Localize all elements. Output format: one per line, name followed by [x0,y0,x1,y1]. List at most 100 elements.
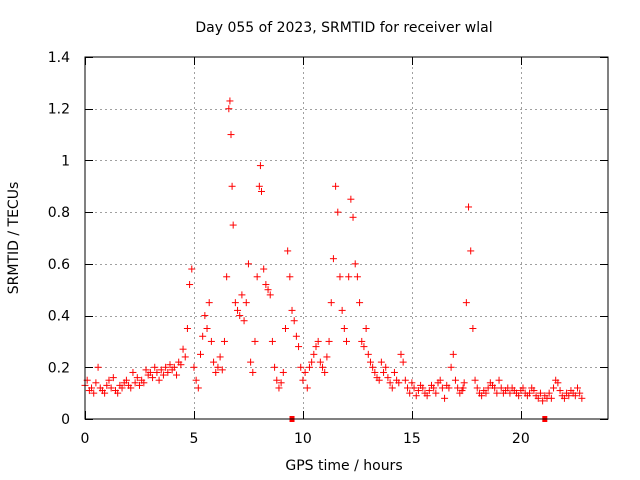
x-tick-label: 5 [189,431,198,447]
data-point [227,131,235,139]
data-point [530,387,538,395]
data-point [238,291,246,299]
data-point [316,358,324,366]
data-point [445,384,453,392]
data-point [308,358,316,366]
data-point [218,366,226,374]
data-point [205,299,213,307]
data-point [149,374,157,382]
data-point [181,353,189,361]
data-point [297,363,305,371]
data-point [194,384,202,392]
data-point [162,363,170,371]
data-point [131,379,139,387]
data-point [295,343,303,351]
data-point [526,389,534,397]
data-point [240,317,248,325]
chart-title: Day 055 of 2023, SRMTID for receiver wla… [195,20,492,36]
data-point [196,350,204,358]
data-point [190,363,198,371]
data-point [536,389,544,397]
data-point [345,273,353,281]
data-point [401,376,409,384]
data-point [473,384,481,392]
data-point [395,379,403,387]
data-point [179,345,187,353]
data-point [266,291,274,299]
y-axis-label: SRMTID / TECUs [6,182,22,295]
data-point [231,299,239,307]
data-point [133,374,141,382]
data-point [223,273,231,281]
data-point [142,366,150,374]
data-point [459,384,467,392]
data-point [262,281,270,289]
y-tick-label: 0.6 [48,257,70,273]
data-point [369,363,377,371]
data-point [550,384,558,392]
data-point [310,350,318,358]
data-point [88,384,96,392]
data-point [260,265,268,273]
x-tick-labels: 0 5 10 15 20 [81,431,530,447]
data-point [347,195,355,203]
data-point [135,381,143,389]
data-point [349,213,357,221]
data-markers [81,97,586,405]
data-point [253,273,261,281]
data-point [226,97,234,105]
data-point [380,368,388,376]
data-point [256,162,264,170]
data-point [114,389,122,397]
data-point [441,394,449,402]
data-point [388,384,396,392]
data-point [284,247,292,255]
data-point [151,363,159,371]
axis-ticks [85,57,608,420]
data-point [386,379,394,387]
data-point [353,273,361,281]
data-point [127,384,135,392]
data-point [406,389,414,397]
data-point [556,387,564,395]
data-point [212,368,220,376]
x-tick-label: 10 [294,431,312,447]
data-point [94,363,102,371]
data-point [157,366,165,374]
data-point [103,381,111,389]
y-tick-label: 1 [61,153,70,169]
data-point [334,208,342,216]
data-point [332,182,340,190]
data-point [449,350,457,358]
data-point [90,389,98,397]
data-point [92,379,100,387]
data-point [356,299,364,307]
data-point [560,394,568,402]
x-axis-label: GPS time / hours [285,458,402,474]
data-point [408,379,416,387]
data-point [275,384,283,392]
data-point [327,299,335,307]
data-point [321,368,329,376]
data-point [264,286,272,294]
y-tick-label: 0 [61,412,70,428]
data-point [484,384,492,392]
data-point [491,384,499,392]
data-point [343,337,350,345]
data-point [478,392,486,400]
data-point [203,325,211,332]
data-point [336,273,344,281]
data-point [314,337,322,345]
data-point [323,353,331,361]
data-point [216,353,224,361]
data-point [277,379,285,387]
y-tick-label: 1.4 [48,50,70,66]
data-point [301,368,309,376]
data-point [107,384,115,392]
data-point [214,363,222,371]
data-point [360,343,368,351]
y-tick-labels: 0 0.2 0.4 0.6 0.8 1 1.2 1.4 [48,50,70,428]
data-point [340,325,348,332]
data-point [244,260,252,268]
data-point [258,187,266,195]
